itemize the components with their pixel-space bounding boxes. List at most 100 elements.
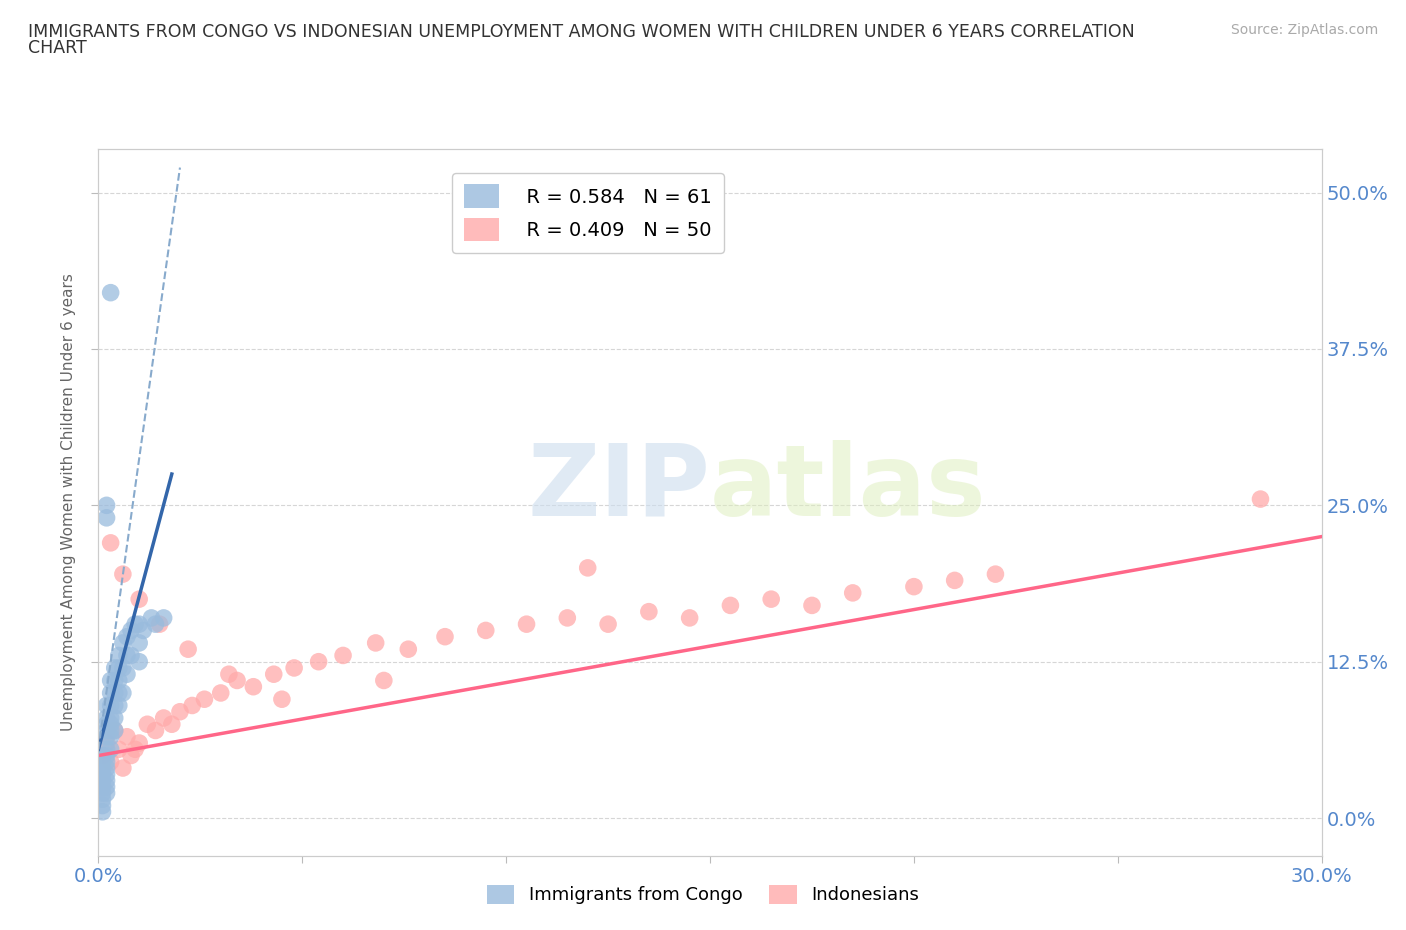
Text: Source: ZipAtlas.com: Source: ZipAtlas.com xyxy=(1230,23,1378,37)
Point xyxy=(104,698,127,713)
Point xyxy=(96,748,118,763)
Point xyxy=(100,698,122,713)
Point xyxy=(108,742,131,757)
Point xyxy=(181,698,204,713)
Point xyxy=(91,804,114,819)
Point xyxy=(720,598,742,613)
Point xyxy=(111,566,134,581)
Point xyxy=(516,617,538,631)
Point xyxy=(100,685,122,700)
Point xyxy=(841,586,863,601)
Legend: Immigrants from Congo, Indonesians: Immigrants from Congo, Indonesians xyxy=(479,878,927,911)
Point xyxy=(104,711,127,725)
Point xyxy=(136,717,159,732)
Point xyxy=(332,648,354,663)
Text: atlas: atlas xyxy=(710,440,987,537)
Point xyxy=(169,704,191,719)
Point xyxy=(96,698,118,713)
Point xyxy=(96,723,118,737)
Point xyxy=(679,610,702,625)
Point xyxy=(96,761,118,776)
Point xyxy=(115,648,138,663)
Point xyxy=(761,591,783,606)
Point xyxy=(111,635,134,650)
Point xyxy=(91,786,114,801)
Point xyxy=(91,748,114,763)
Point xyxy=(100,754,122,769)
Point xyxy=(100,723,122,737)
Point xyxy=(226,673,249,688)
Point xyxy=(91,798,114,813)
Point xyxy=(91,779,114,794)
Point xyxy=(152,711,174,725)
Point xyxy=(373,673,395,688)
Point xyxy=(111,660,134,675)
Point xyxy=(115,667,138,682)
Point xyxy=(100,729,122,744)
Point xyxy=(141,610,163,625)
Point xyxy=(108,685,131,700)
Point xyxy=(96,754,118,769)
Point xyxy=(108,673,131,688)
Point xyxy=(242,679,264,694)
Point xyxy=(124,742,146,757)
Point xyxy=(96,711,118,725)
Point xyxy=(111,685,134,700)
Point xyxy=(96,736,118,751)
Point xyxy=(308,655,330,670)
Point xyxy=(120,648,142,663)
Point xyxy=(218,667,240,682)
Point xyxy=(903,579,925,594)
Legend:   R = 0.584   N = 61,   R = 0.409   N = 50: R = 0.584 N = 61, R = 0.409 N = 50 xyxy=(451,173,724,253)
Point xyxy=(128,635,150,650)
Point xyxy=(104,673,127,688)
Point xyxy=(96,498,118,512)
Point xyxy=(111,761,134,776)
Point xyxy=(149,617,172,631)
Y-axis label: Unemployment Among Women with Children Under 6 years: Unemployment Among Women with Children U… xyxy=(60,273,76,731)
Point xyxy=(364,635,387,650)
Point xyxy=(96,717,118,732)
Point xyxy=(263,667,285,682)
Point xyxy=(91,767,114,782)
Point xyxy=(177,642,200,657)
Point xyxy=(283,660,305,675)
Point xyxy=(91,761,114,776)
Point xyxy=(104,685,127,700)
Point xyxy=(100,717,122,732)
Point xyxy=(128,591,150,606)
Text: IMMIGRANTS FROM CONGO VS INDONESIAN UNEMPLOYMENT AMONG WOMEN WITH CHILDREN UNDER: IMMIGRANTS FROM CONGO VS INDONESIAN UNEM… xyxy=(28,23,1135,41)
Point xyxy=(193,692,215,707)
Text: CHART: CHART xyxy=(28,39,87,57)
Point xyxy=(396,642,419,657)
Point xyxy=(120,623,142,638)
Point xyxy=(474,623,498,638)
Point xyxy=(801,598,824,613)
Point xyxy=(1249,492,1271,507)
Point xyxy=(108,660,131,675)
Point xyxy=(145,617,167,631)
Point xyxy=(100,286,122,300)
Point xyxy=(100,536,122,551)
Point xyxy=(128,655,150,670)
Point xyxy=(128,617,150,631)
Point xyxy=(100,742,122,757)
Point xyxy=(96,786,118,801)
Point xyxy=(104,723,127,737)
Point xyxy=(104,660,127,675)
Point xyxy=(132,623,155,638)
Point xyxy=(145,723,167,737)
Point xyxy=(128,736,150,751)
Point xyxy=(209,685,232,700)
Point xyxy=(91,773,114,788)
Point xyxy=(115,630,138,644)
Point xyxy=(108,698,131,713)
Point xyxy=(124,617,146,631)
Point xyxy=(100,673,122,688)
Point xyxy=(91,791,114,806)
Point xyxy=(115,729,138,744)
Point xyxy=(91,748,114,763)
Point xyxy=(152,610,174,625)
Point xyxy=(108,648,131,663)
Point xyxy=(100,711,122,725)
